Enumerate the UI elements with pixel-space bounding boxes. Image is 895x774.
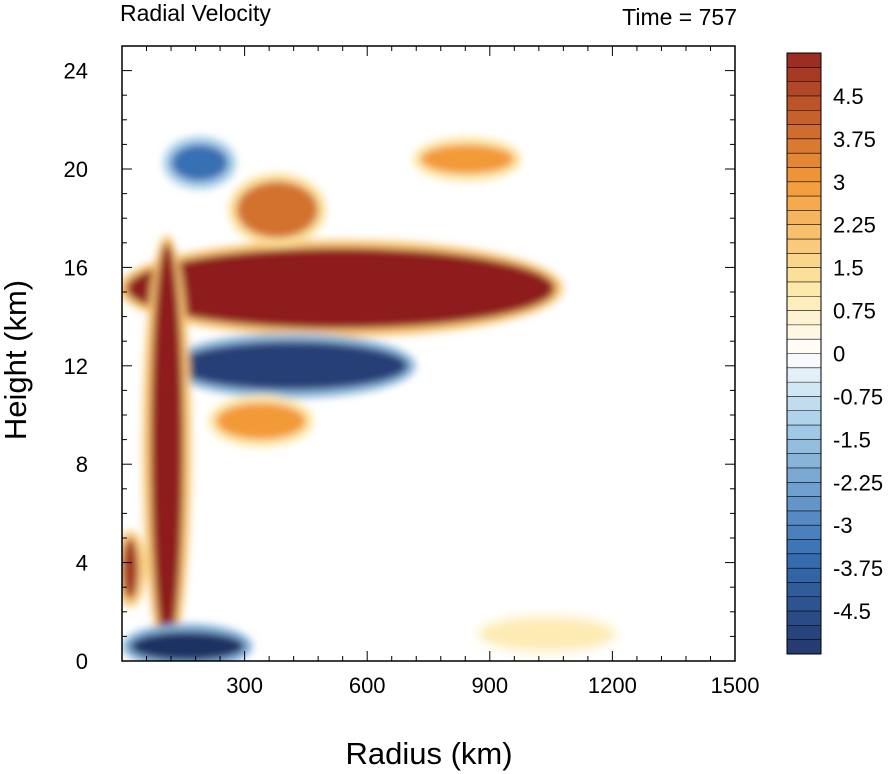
colorbar-swatch <box>787 67 821 83</box>
colorbar-swatch <box>787 310 821 326</box>
colorbar-swatch <box>787 339 821 354</box>
colorbar-label: -0.75 <box>833 384 883 409</box>
field-feature <box>130 631 245 661</box>
colorbar-swatch <box>787 224 821 240</box>
x-tick-label: 1500 <box>711 673 760 698</box>
colorbar-label: -3 <box>833 513 853 538</box>
field-feature <box>175 341 409 391</box>
colorbar: 4.5 3.75 3 2.25 1.5 0.75 0 -0.75 -1.5 -2.25 -3 -3.7… <box>786 52 883 655</box>
colorbar-swatch <box>787 53 821 68</box>
colorbar-swatch <box>787 124 821 140</box>
colorbar-swatch <box>787 425 821 440</box>
field-feature <box>126 247 556 329</box>
colorbar-swatch <box>787 553 821 569</box>
field-feature <box>481 619 613 649</box>
colorbar-swatch <box>787 453 821 469</box>
x-axis-title: Radius (km) <box>345 736 512 771</box>
colorbar-swatch <box>787 281 821 297</box>
y-tick-label: 4 <box>76 551 88 576</box>
colorbar-swatch <box>787 625 821 641</box>
colorbar-swatch <box>787 81 821 97</box>
y-tick-label: 24 <box>64 59 88 84</box>
colorbar-swatch <box>787 196 821 211</box>
colorbar-swatch <box>787 596 821 612</box>
y-tick-label: 8 <box>76 452 88 477</box>
colorbar-swatch <box>787 210 821 226</box>
x-tick-label: 1200 <box>588 673 637 698</box>
time-label: Time = 757 <box>622 4 737 30</box>
colorbar-swatch <box>787 539 821 555</box>
velocity-field <box>122 136 621 661</box>
colorbar-label: 3 <box>833 170 845 195</box>
colorbar-label: -1.5 <box>833 427 871 452</box>
colorbar-swatch <box>787 568 821 583</box>
field-feature <box>150 242 184 649</box>
colorbar-swatch <box>787 138 821 154</box>
colorbar-swatch <box>787 167 821 183</box>
field-feature <box>122 538 139 600</box>
colorbar-swatch <box>787 525 821 540</box>
colorbar-label: -2.25 <box>833 470 883 495</box>
y-tick-label: 16 <box>64 255 88 280</box>
field-feature <box>171 144 229 182</box>
colorbar-swatch <box>787 496 821 512</box>
colorbar-swatch <box>787 510 821 526</box>
y-tick-label: 12 <box>64 354 88 379</box>
plot-frame <box>121 45 736 662</box>
colorbar-swatch <box>787 153 821 168</box>
x-tick-label: 600 <box>349 673 386 698</box>
colorbar-swatch <box>787 439 821 455</box>
colorbar-swatch <box>787 367 821 383</box>
colorbar-swatch <box>787 110 821 125</box>
colorbar-swatch <box>787 324 821 340</box>
colorbar-swatch <box>787 639 821 655</box>
chart-title: Radial Velocity <box>120 0 271 26</box>
field-feature <box>215 402 306 440</box>
y-axis-title: Height (km) <box>0 280 33 440</box>
colorbar-swatch <box>787 95 821 111</box>
colorbar-swatch <box>787 181 821 197</box>
colorbar-swatch <box>787 382 821 397</box>
colorbar-swatch <box>787 296 821 311</box>
colorbar-swatch <box>787 267 821 283</box>
x-tick-label: 900 <box>471 673 508 698</box>
colorbar-label: 4.5 <box>833 84 864 109</box>
colorbar-label: 0 <box>833 342 845 367</box>
y-tick-label: 0 <box>76 649 88 674</box>
colorbar-swatch <box>787 353 821 369</box>
colorbar-swatch <box>787 410 821 426</box>
colorbar-swatch <box>787 482 821 497</box>
colorbar-label: 1.5 <box>833 256 864 281</box>
colorbar-frame <box>786 52 822 655</box>
colorbar-swatch <box>787 396 821 412</box>
colorbar-label: 0.75 <box>833 299 876 324</box>
colorbar-swatch <box>787 611 821 626</box>
x-tick-label: 300 <box>226 673 263 698</box>
colorbar-swatch <box>787 239 821 254</box>
axes: 300 600 900 1200 1500 0 4 8 12 16 20 24 <box>64 45 760 698</box>
colorbar-swatch <box>787 582 821 598</box>
field-feature <box>420 144 515 174</box>
colorbar-label: -4.5 <box>833 599 871 624</box>
y-tick-label: 20 <box>64 157 88 182</box>
colorbar-label: -3.75 <box>833 556 883 581</box>
colorbar-label: 3.75 <box>833 127 876 152</box>
colorbar-label: 2.25 <box>833 213 876 238</box>
colorbar-swatch <box>787 253 821 269</box>
field-feature <box>236 181 319 238</box>
colorbar-swatch <box>787 467 821 483</box>
